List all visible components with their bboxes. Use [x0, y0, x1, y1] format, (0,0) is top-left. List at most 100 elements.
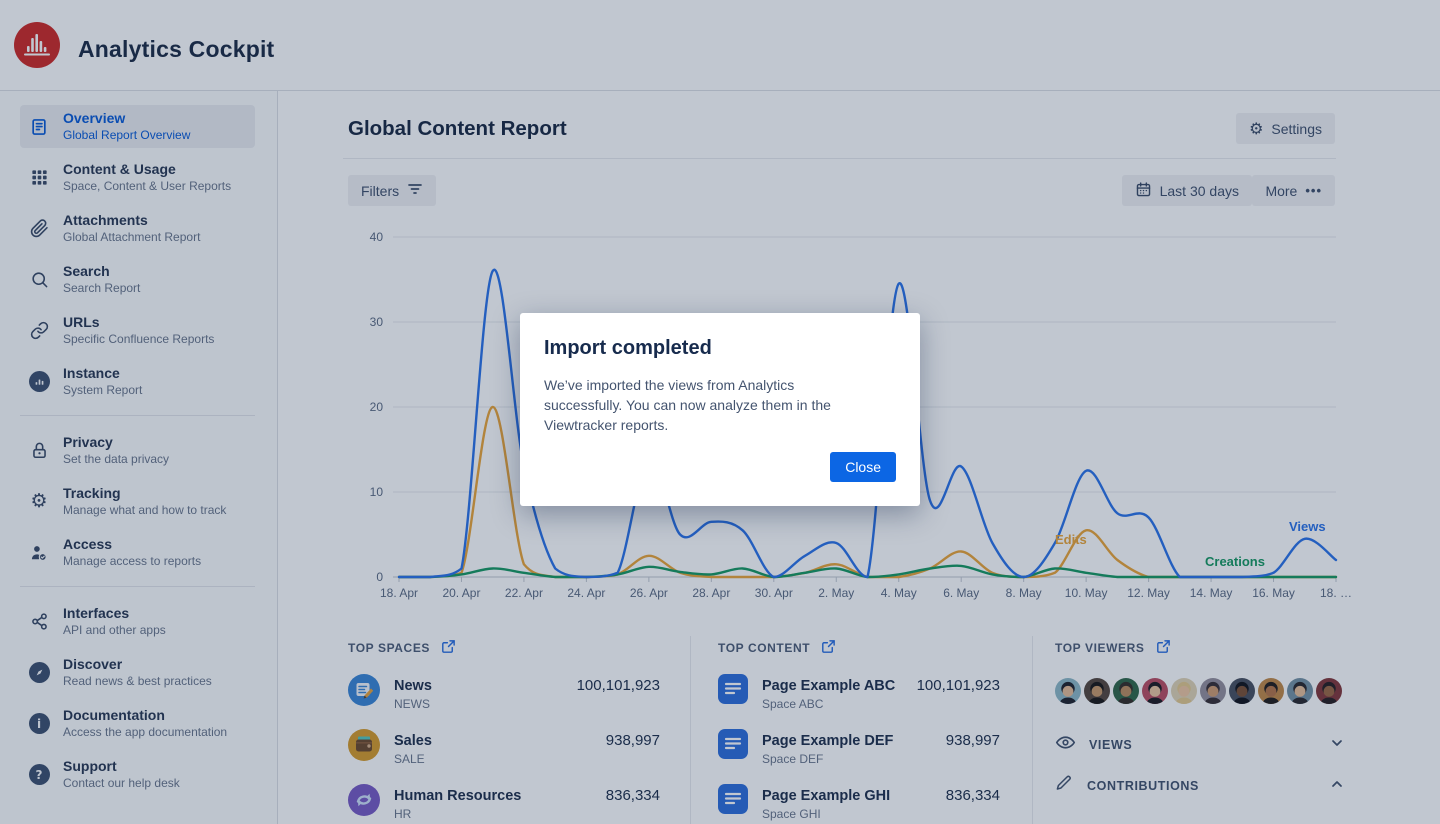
- more-button[interactable]: More •••: [1252, 175, 1335, 206]
- sidebar-item-discover[interactable]: Discover Read news & best practices: [20, 651, 255, 694]
- svg-text:8. May: 8. May: [1006, 586, 1042, 600]
- viewer-avatar[interactable]: [1258, 678, 1284, 704]
- search-icon: [28, 270, 50, 289]
- svg-text:40: 40: [370, 230, 384, 244]
- sidebar-item-label: Overview: [63, 110, 126, 126]
- svg-text:4. May: 4. May: [881, 586, 917, 600]
- viewer-avatar[interactable]: [1171, 678, 1197, 704]
- page-title: Global Content Report: [348, 117, 567, 140]
- chevron-up-icon: [1329, 776, 1345, 797]
- document-icon: [28, 117, 50, 137]
- info-icon: i: [28, 713, 50, 734]
- sidebar-item-documentation[interactable]: i Documentation Access the app documenta…: [20, 702, 255, 745]
- content-row-abc[interactable]: Page Example ABC Space ABC 100,101,923: [718, 674, 1000, 712]
- sidebar-item-sublabel: Set the data privacy: [63, 452, 170, 466]
- content-name: Page Example DEF: [762, 733, 894, 749]
- viewer-avatar[interactable]: [1113, 678, 1139, 704]
- sidebar-item-urls[interactable]: URLs Specific Confluence Reports: [20, 309, 255, 352]
- space-row-human-resources[interactable]: Human Resources HR 836,334: [348, 784, 660, 822]
- settings-button[interactable]: ⚙ Settings: [1236, 113, 1335, 144]
- svg-text:24. Apr: 24. Apr: [567, 586, 605, 600]
- viewer-avatar[interactable]: [1055, 678, 1081, 704]
- page-icon: [718, 784, 748, 819]
- views-accordion[interactable]: VIEWS: [1055, 732, 1345, 758]
- viewer-avatars: [1055, 678, 1345, 704]
- space-key: SALE: [394, 752, 425, 766]
- svg-text:18. …: 18. …: [1320, 586, 1352, 600]
- gear-icon: ⚙: [1249, 118, 1264, 138]
- svg-text:18. Apr: 18. Apr: [380, 586, 418, 600]
- app-title: Analytics Cockpit: [78, 36, 275, 62]
- viewer-avatar[interactable]: [1287, 678, 1313, 704]
- sidebar-item-sublabel: Manage access to reports: [63, 554, 202, 568]
- contributions-accordion-label: CONTRIBUTIONS: [1087, 779, 1199, 793]
- question-icon: ?: [28, 764, 50, 785]
- svg-text:2. May: 2. May: [818, 586, 854, 600]
- viewer-avatar[interactable]: [1316, 678, 1342, 704]
- sidebar-item-tracking[interactable]: ⚙ Tracking Manage what and how to track: [20, 480, 255, 523]
- content-row-ghi[interactable]: Page Example GHI Space GHI 836,334: [718, 784, 1000, 822]
- sidebar-item-sublabel: Specific Confluence Reports: [63, 332, 215, 346]
- sidebar-divider: [20, 415, 255, 416]
- sidebar-item-content-usage[interactable]: Content & Usage Space, Content & User Re…: [20, 156, 255, 199]
- contributions-accordion[interactable]: CONTRIBUTIONS: [1055, 774, 1345, 798]
- sidebar-item-interfaces[interactable]: Interfaces API and other apps: [20, 600, 255, 643]
- content-row-def[interactable]: Page Example DEF Space DEF 938,997: [718, 729, 1000, 767]
- space-views-value: 836,334: [605, 787, 660, 804]
- top-content-title: TOP CONTENT: [718, 641, 811, 655]
- external-link-icon[interactable]: [441, 639, 456, 657]
- sidebar-item-label: URLs: [63, 314, 100, 330]
- sidebar-item-sublabel: System Report: [63, 383, 143, 397]
- space-row-sales[interactable]: Sales SALE 938,997: [348, 729, 660, 767]
- content-space: Space GHI: [762, 807, 821, 821]
- sidebar-item-label: Instance: [63, 365, 120, 381]
- close-button[interactable]: Close: [830, 452, 896, 482]
- top-bar: Analytics Cockpit: [0, 0, 1440, 91]
- viewer-avatar[interactable]: [1084, 678, 1110, 704]
- sidebar-item-sublabel: Read news & best practices: [63, 674, 212, 688]
- svg-text:6. May: 6. May: [943, 586, 979, 600]
- sidebar-item-instance[interactable]: Instance System Report: [20, 360, 255, 403]
- date-range-button[interactable]: Last 30 days: [1121, 175, 1252, 206]
- dialog-title: Import completed: [544, 337, 712, 359]
- app-logo-icon: [14, 22, 60, 68]
- sidebar-item-support[interactable]: ? Support Contact our help desk: [20, 753, 255, 796]
- sidebar-item-label: Privacy: [63, 434, 113, 450]
- chart-circle-icon: [28, 371, 50, 392]
- sidebar-item-sublabel: Contact our help desk: [63, 776, 180, 790]
- sidebar-item-label: Support: [63, 758, 117, 774]
- panel-divider: [1032, 636, 1033, 824]
- link-icon: [28, 321, 50, 340]
- sidebar-item-search[interactable]: Search Search Report: [20, 258, 255, 301]
- compass-icon: [28, 662, 50, 683]
- external-link-icon[interactable]: [1156, 639, 1171, 657]
- sidebar-item-label: Content & Usage: [63, 161, 176, 177]
- sidebar-item-label: Documentation: [63, 707, 165, 723]
- sidebar-item-privacy[interactable]: Privacy Set the data privacy: [20, 429, 255, 472]
- paperclip-icon: [28, 219, 50, 238]
- viewer-avatar[interactable]: [1200, 678, 1226, 704]
- sidebar-item-label: Tracking: [63, 485, 121, 501]
- dialog-body-text: We’ve imported the views from Analytics …: [544, 377, 831, 433]
- sidebar-item-overview[interactable]: Overview Global Report Overview: [20, 105, 255, 148]
- page-icon: [718, 729, 748, 764]
- filters-button[interactable]: Filters: [348, 175, 437, 206]
- sidebar-item-access[interactable]: Access Manage access to reports: [20, 531, 255, 574]
- viewer-avatar[interactable]: [1229, 678, 1255, 704]
- sidebar: Overview Global Report Overview Content …: [0, 91, 278, 824]
- external-link-icon[interactable]: [821, 639, 836, 657]
- sidebar-item-sublabel: Global Attachment Report: [63, 230, 201, 244]
- lock-icon: [28, 441, 50, 460]
- viewer-avatar[interactable]: [1142, 678, 1168, 704]
- import-completed-dialog: Import completed We’ve imported the view…: [520, 313, 920, 506]
- space-row-news[interactable]: News NEWS 100,101,923: [348, 674, 660, 712]
- svg-text:Views: Views: [1289, 519, 1326, 534]
- content-name: Page Example GHI: [762, 788, 891, 804]
- sidebar-item-attachments[interactable]: Attachments Global Attachment Report: [20, 207, 255, 250]
- sales-space-icon: [348, 729, 380, 766]
- svg-text:10: 10: [370, 485, 384, 499]
- pencil-icon: [1055, 774, 1074, 798]
- space-views-value: 100,101,923: [576, 677, 660, 694]
- sidebar-item-sublabel: Search Report: [63, 281, 141, 295]
- top-viewers-panel: TOP VIEWERS VIEWS: [1055, 639, 1345, 798]
